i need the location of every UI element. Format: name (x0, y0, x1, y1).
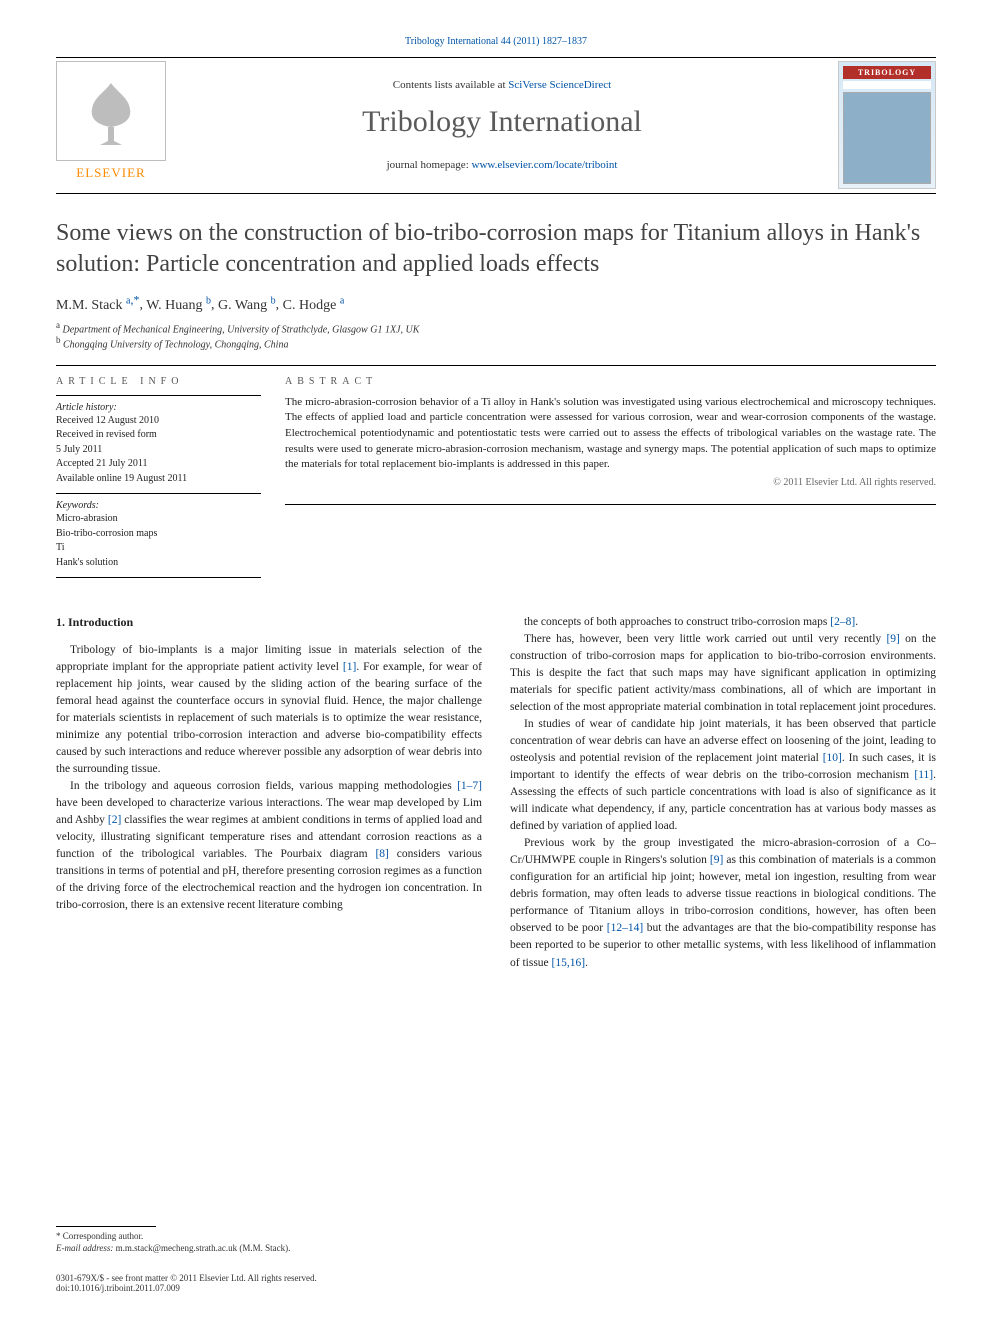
masthead: ELSEVIER Contents lists available at Sci… (56, 61, 936, 189)
cover-image-placeholder (843, 92, 931, 184)
cover-band (843, 81, 931, 89)
body-column-right: the concepts of both approaches to const… (510, 614, 936, 971)
doi-line: doi:10.1016/j.triboint.2011.07.009 (56, 1283, 456, 1293)
rule-info-2 (56, 493, 261, 494)
running-header-link[interactable]: Tribology International 44 (2011) 1827–1… (405, 36, 587, 47)
citation-link[interactable]: [9] (710, 854, 723, 866)
body-paragraph: In studies of wear of candidate hip join… (510, 716, 936, 835)
email-label: E-mail address: (56, 1243, 113, 1253)
journal-name: Tribology International (180, 105, 824, 139)
abstract-label: ABSTRACT (285, 376, 936, 387)
author: C. Hodge a (283, 298, 345, 313)
issn-copyright-line: 0301-679X/$ - see front matter © 2011 El… (56, 1273, 456, 1283)
email-address: m.m.stack@mecheng.strath.ac.uk (M.M. Sta… (116, 1243, 291, 1253)
rule-info-top (56, 365, 936, 366)
rule-info-3 (56, 577, 261, 578)
author-affiliation-sup: a (340, 295, 344, 306)
citation-link[interactable]: [1–7] (457, 780, 482, 792)
rule-top-1 (56, 57, 936, 58)
body-paragraph: Previous work by the group investigated … (510, 835, 936, 971)
citation-link[interactable]: [12–14] (607, 922, 643, 934)
abstract-text: The micro-abrasion-corrosion behavior of… (285, 395, 936, 473)
keyword-lines: Micro-abrasionBio-tribo-corrosion mapsTi… (56, 512, 261, 569)
affiliation-sup: b (56, 335, 61, 345)
history-line: 5 July 2011 (56, 443, 261, 457)
corresponding-author-note: * Corresponding author. (56, 1231, 456, 1241)
article-history-lines: Received 12 August 2010Received in revis… (56, 414, 261, 486)
cover-title: TRIBOLOGY (843, 66, 931, 79)
masthead-center: Contents lists available at SciVerse Sci… (180, 79, 824, 171)
author: M.M. Stack a,* (56, 298, 139, 313)
section-heading-introduction: 1. Introduction (56, 614, 482, 632)
corresponding-mark: ,* (130, 292, 139, 306)
citation-link[interactable]: [8] (375, 848, 388, 860)
footnote-rule (56, 1226, 156, 1227)
keyword: Ti (56, 541, 261, 555)
body-paragraph: In the tribology and aqueous corrosion f… (56, 778, 482, 914)
history-line: Received 12 August 2010 (56, 414, 261, 428)
contents-prefix: Contents lists available at (393, 79, 508, 91)
history-line: Accepted 21 July 2011 (56, 457, 261, 471)
author-affiliation-sup: b (206, 295, 211, 306)
history-line: Available online 19 August 2011 (56, 472, 261, 486)
homepage-prefix: journal homepage: (387, 159, 472, 171)
tree-icon (80, 75, 142, 147)
citation-link[interactable]: [2–8] (830, 616, 855, 628)
affiliation-line: a Department of Mechanical Engineering, … (56, 320, 936, 335)
keyword: Hank's solution (56, 556, 261, 570)
rule-abstract-bottom (285, 504, 936, 505)
article-history-label: Article history: (56, 402, 261, 413)
citation-link[interactable]: [10] (823, 752, 842, 764)
citation-link[interactable]: [11] (914, 769, 933, 781)
rule-info-1 (56, 395, 261, 396)
running-header: Tribology International 44 (2011) 1827–1… (56, 36, 936, 47)
contents-available-line: Contents lists available at SciVerse Sci… (180, 79, 824, 91)
keyword: Bio-tribo-corrosion maps (56, 527, 261, 541)
body-paragraph: Tribology of bio-implants is a major lim… (56, 642, 482, 778)
affiliations: a Department of Mechanical Engineering, … (56, 320, 936, 351)
article-info-column: ARTICLE INFO Article history: Received 1… (56, 376, 261, 585)
elsevier-logo-block: ELSEVIER (56, 61, 166, 189)
history-line: Received in revised form (56, 428, 261, 442)
article-title: Some views on the construction of bio-tr… (56, 218, 936, 280)
abstract-column: ABSTRACT The micro-abrasion-corrosion be… (285, 376, 936, 585)
elsevier-tree-icon (56, 61, 166, 161)
citation-link[interactable]: [9] (886, 633, 899, 645)
elsevier-label: ELSEVIER (56, 165, 166, 181)
body-columns: 1. Introduction Tribology of bio-implant… (56, 614, 936, 971)
email-line: E-mail address: m.m.stack@mecheng.strath… (56, 1243, 456, 1253)
abstract-copyright: © 2011 Elsevier Ltd. All rights reserved… (285, 477, 936, 488)
citation-link[interactable]: [2] (108, 814, 121, 826)
affiliation-line: b Chongqing University of Technology, Ch… (56, 335, 936, 350)
body-paragraph: the concepts of both approaches to const… (510, 614, 936, 631)
rule-top-2 (56, 193, 936, 194)
author: G. Wang b (218, 298, 276, 313)
keywords-label: Keywords: (56, 500, 261, 511)
journal-homepage-line: journal homepage: www.elsevier.com/locat… (180, 159, 824, 171)
citation-link[interactable]: [15,16] (552, 957, 586, 969)
sciencedirect-link[interactable]: SciVerse ScienceDirect (508, 79, 611, 91)
citation-link[interactable]: [1] (343, 661, 356, 673)
body-column-left: 1. Introduction Tribology of bio-implant… (56, 614, 482, 971)
author: W. Huang b (146, 298, 211, 313)
journal-cover-thumbnail: TRIBOLOGY (838, 61, 936, 189)
article-header: Some views on the construction of bio-tr… (56, 218, 936, 351)
journal-homepage-link[interactable]: www.elsevier.com/locate/triboint (472, 159, 618, 171)
authors-line: M.M. Stack a,*, W. Huang b, G. Wang b, C… (56, 292, 936, 314)
author-affiliation-sup: b (271, 295, 276, 306)
affiliation-sup: a (56, 320, 60, 330)
info-abstract-row: ARTICLE INFO Article history: Received 1… (56, 376, 936, 585)
body-paragraph: There has, however, been very little wor… (510, 631, 936, 716)
article-info-label: ARTICLE INFO (56, 376, 261, 387)
keyword: Micro-abrasion (56, 512, 261, 526)
footer-block: * Corresponding author. E-mail address: … (56, 1226, 456, 1293)
